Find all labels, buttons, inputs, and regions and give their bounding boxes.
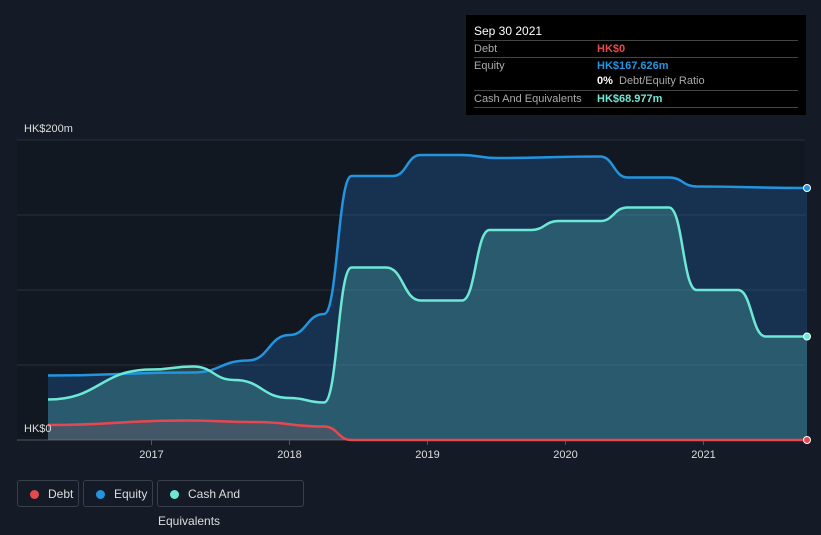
- endpoint-equity: [803, 184, 811, 192]
- tooltip-ratio-row: 0% Debt/Equity Ratio: [474, 73, 798, 89]
- legend-debt-label: Debt: [48, 487, 74, 501]
- equity-label: Equity: [474, 60, 505, 72]
- line-equity: [47, 153, 808, 377]
- area-equity: [48, 155, 807, 440]
- legend-debt[interactable]: Debt: [17, 480, 79, 507]
- equity-dot-icon: [96, 490, 105, 499]
- line-cash-and-equivalents: [47, 206, 807, 404]
- tooltip-date: Sep 30 2021: [474, 24, 543, 38]
- ratio-value: 0%: [597, 75, 613, 87]
- legend-equity-label: Equity: [114, 487, 148, 501]
- line-debt: [47, 419, 807, 442]
- x-tick-label: 2017: [139, 449, 163, 461]
- debt-label: Debt: [474, 43, 498, 55]
- tooltip-equity-row: Equity HK$167.626m: [474, 57, 798, 74]
- endpoint-debt: [803, 436, 811, 444]
- x-tick-label: 2018: [277, 449, 301, 461]
- y-label-max: HK$200m: [24, 123, 73, 135]
- y-label-zero: HK$0: [24, 423, 52, 435]
- area-debt: [48, 420, 807, 440]
- endpoint-cash-and-equivalents: [803, 332, 811, 341]
- legend-cash[interactable]: Cash And Equivalents: [157, 480, 304, 528]
- legend-equity[interactable]: Equity: [83, 480, 153, 507]
- ratio-label: Debt/Equity Ratio: [619, 75, 705, 87]
- tooltip-cash-row: Cash And Equivalents HK$68.977m: [474, 90, 798, 108]
- x-tick-label: 2019: [415, 449, 439, 461]
- tooltip: Sep 30 2021 Debt HK$0 Equity HK$167.626m 0…: [466, 15, 806, 115]
- debt-dot-icon: [30, 490, 39, 499]
- tooltip-debt-row: Debt HK$0: [474, 40, 798, 57]
- area-cash-and-equivalents: [48, 207, 807, 440]
- cash-label: Cash And Equivalents: [474, 93, 582, 105]
- x-tick-label: 2020: [553, 449, 577, 461]
- debt-value: HK$0: [597, 43, 626, 55]
- x-tick-label: 2021: [691, 449, 715, 461]
- legend-cash-label: Cash And Equivalents: [158, 487, 241, 528]
- cash-dot-icon: [170, 490, 179, 499]
- cash-value: HK$68.977m: [597, 93, 663, 105]
- equity-value: HK$167.626m: [597, 60, 669, 72]
